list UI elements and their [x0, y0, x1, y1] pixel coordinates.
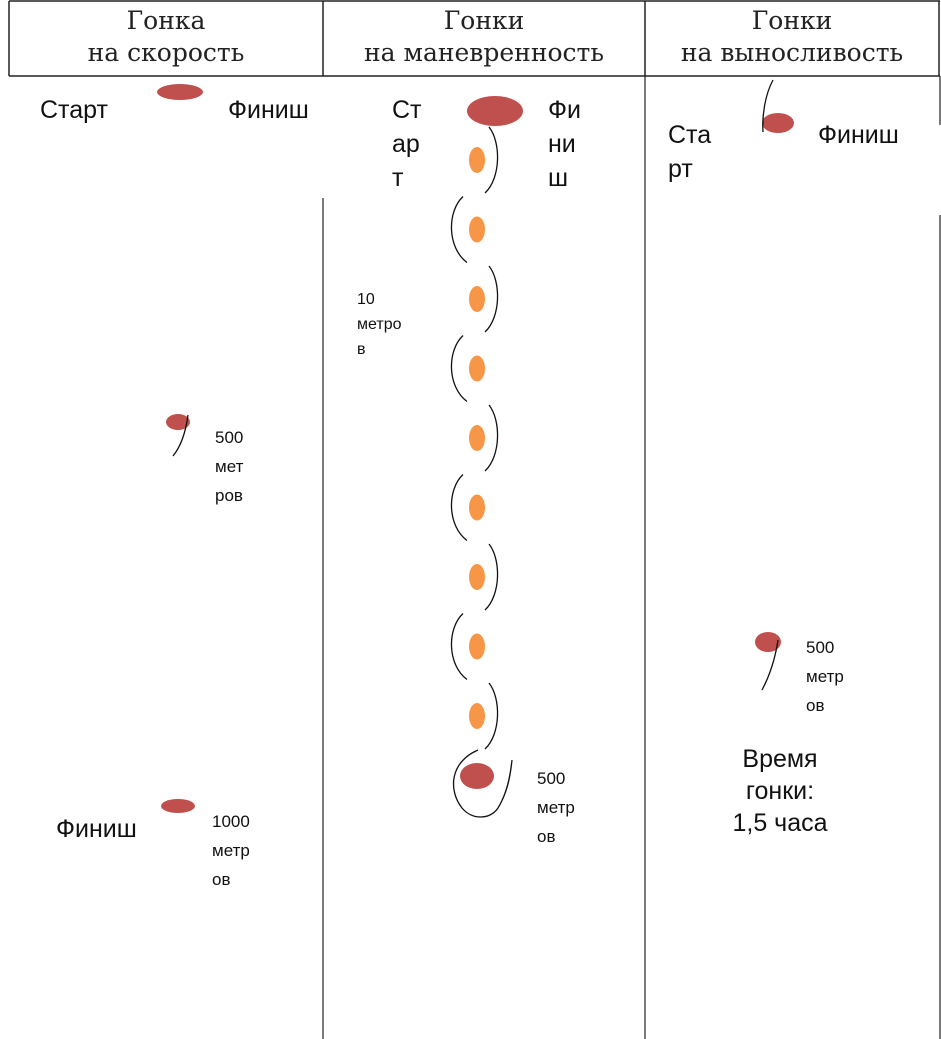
speed-finish-bottom-label: Финиш [56, 815, 137, 843]
header-speed: Гонка на скорость [9, 0, 323, 74]
maneuver-cones [469, 147, 485, 729]
speed-start-marker [157, 84, 203, 100]
slalom-arc [450, 196, 468, 264]
endurance-time-label: Время гонки: 1,5 часа [700, 743, 860, 839]
slalom-arc [484, 404, 499, 472]
slalom-arc [484, 543, 499, 611]
endurance-500-turn-line [761, 639, 779, 691]
endurance-start-line [762, 79, 774, 133]
endurance-500-marker [755, 632, 781, 652]
speed-start-label: Старт [40, 96, 108, 124]
speed-1000-line1: 1000 [212, 812, 250, 831]
slalom-arc [484, 265, 499, 333]
slalom-cone [469, 425, 485, 451]
slalom-cone [469, 355, 485, 382]
speed-1000-line2: метр [212, 841, 250, 860]
endurance-500-line2: метр [806, 667, 844, 686]
header-maneuver-line1: Гонки [443, 6, 525, 35]
maneuver-gap-line3: в [357, 341, 366, 358]
slalom-cone [469, 703, 485, 729]
endurance-start-line1: Ста [668, 121, 712, 149]
maneuver-gap-label: 10 метро в [357, 287, 402, 362]
endurance-500-label: 500 метр ов [806, 633, 844, 720]
maneuver-turn-line1: 500 [537, 769, 566, 788]
slalom-arc [484, 126, 499, 194]
maneuver-turn-marker [460, 763, 494, 789]
maneuver-finish-line1: Фи [548, 96, 581, 124]
maneuver-slalom-path [450, 126, 499, 750]
maneuver-turn-curve [452, 749, 513, 818]
header-endurance: Гонки на выносливость [645, 0, 939, 74]
maneuver-turn-label: 500 метр ов [537, 764, 575, 851]
header-maneuver: Гонки на маневренность [323, 0, 645, 74]
maneuver-start-line1: Ст [392, 96, 422, 124]
maneuver-start-line3: т [392, 164, 404, 192]
speed-500-turn-line [172, 414, 189, 457]
maneuver-turn-line3: ов [537, 827, 556, 846]
endurance-finish-label: Финиш [818, 121, 899, 149]
maneuver-start-marker [467, 96, 523, 126]
maneuver-start-line2: ар [392, 130, 420, 158]
header-maneuver-line2: на маневренность [363, 38, 604, 67]
speed-500-marker [166, 414, 190, 430]
endurance-start-marker [762, 113, 794, 133]
endurance-500-line1: 500 [806, 638, 835, 657]
maneuver-finish-label: Фи ни ш [548, 93, 581, 195]
speed-500-label: 500 мет ров [215, 423, 243, 510]
slalom-cone [469, 564, 485, 590]
speed-1000-label: 1000 метр ов [212, 807, 250, 894]
endurance-500-line3: ов [806, 696, 825, 715]
endurance-start-line2: рт [668, 155, 693, 183]
endurance-time-line1: Время [742, 745, 818, 773]
speed-500-line2: мет [215, 457, 244, 476]
header-endurance-line2: на выносливость [680, 38, 904, 67]
speed-finish-top-label: Финиш [228, 96, 309, 124]
speed-1000-line3: ов [212, 870, 231, 889]
slalom-cone [469, 147, 485, 173]
speed-500-line1: 500 [215, 428, 244, 447]
maneuver-turn-line2: метр [537, 798, 575, 817]
maneuver-start-label: Ст ар т [392, 93, 422, 195]
header-speed-line2: на скорость [87, 38, 245, 67]
maneuver-gap-line1: 10 [357, 291, 375, 308]
slalom-cone [469, 633, 485, 660]
slalom-arc [450, 474, 468, 542]
maneuver-finish-line3: ш [548, 164, 569, 192]
slalom-arc [450, 613, 468, 681]
endurance-time-line2: гонки: [745, 777, 815, 805]
maneuver-gap-line2: метро [357, 316, 402, 333]
slalom-arc [450, 335, 468, 403]
endurance-time-line3: 1,5 часа [732, 809, 828, 837]
speed-1000-marker [161, 799, 195, 813]
slalom-arc [484, 682, 499, 750]
maneuver-finish-line2: ни [548, 130, 576, 158]
speed-500-line3: ров [215, 486, 243, 505]
endurance-start-label: Ста рт [668, 118, 711, 186]
header-endurance-line1: Гонки [751, 6, 833, 35]
header-speed-line1: Гонка [126, 6, 206, 35]
slalom-cone [469, 286, 485, 312]
slalom-cone [469, 216, 485, 243]
slalom-cone [469, 494, 485, 521]
